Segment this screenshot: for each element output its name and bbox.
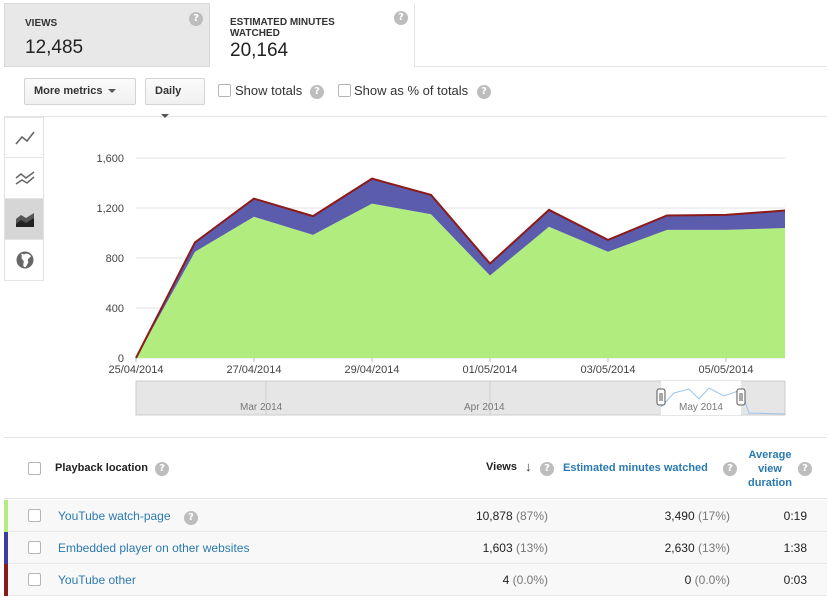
line-chart-button[interactable] — [4, 117, 44, 158]
help-icon[interactable]: ? — [394, 11, 408, 25]
x-tick-label: 25/04/2014 — [108, 364, 163, 376]
stacked-area-chart-icon — [16, 213, 34, 227]
series-color-bar — [4, 564, 8, 596]
series-line — [135, 177, 786, 359]
row-avg-duration: 0:03 — [783, 573, 807, 587]
globe-icon — [16, 251, 34, 269]
show-pct-label: Show as % of totals — [354, 83, 469, 98]
row-views: 1,603 (13%) — [483, 541, 548, 555]
stacked-area-chart-button[interactable] — [4, 199, 44, 240]
help-icon[interactable]: ? — [540, 462, 554, 476]
x-tick-label: 05/05/2014 — [698, 364, 753, 376]
series-color-bar — [4, 532, 8, 564]
navigator-label: Mar 2014 — [240, 402, 283, 413]
help-icon[interactable]: ? — [189, 12, 203, 26]
x-tick-label: 01/05/2014 — [462, 364, 517, 376]
more-metrics-button[interactable]: More metrics — [24, 78, 136, 105]
stacked-area-chart[interactable]: 0 400 800 1,200 1,600 25/04/2014 27/04/2014 29… — [44, 117, 827, 435]
minutes-value: 0 — [684, 573, 692, 587]
views-value: 10,878 — [475, 509, 513, 523]
series-area — [136, 178, 785, 358]
y-tick-label: 0 — [118, 353, 124, 365]
y-tick-label: 400 — [106, 303, 124, 315]
table-row[interactable]: YouTube watch-page ? 10,878 (87%) 3,490 … — [4, 500, 827, 532]
caret-down-icon — [161, 114, 169, 119]
col-header-views[interactable]: Views — [486, 461, 517, 473]
show-totals-label: Show totals — [235, 83, 303, 98]
table-row[interactable]: YouTube other 4 (0.0%) 0 (0.0%) 0:03 — [4, 564, 827, 596]
range-handle[interactable] — [736, 388, 746, 406]
views-value: 4 — [502, 573, 510, 587]
col-header-location[interactable]: Playback location — [55, 462, 148, 474]
chart-toolbar: More metrics Daily Show totals ? Show as… — [4, 67, 827, 119]
x-tick-label: 27/04/2014 — [226, 364, 281, 376]
y-tick-label: 1,600 — [96, 153, 124, 165]
multi-line-chart-icon — [15, 171, 35, 185]
row-checkbox[interactable] — [28, 509, 41, 522]
caret-down-icon — [108, 89, 117, 94]
interval-label: Daily — [155, 85, 182, 97]
y-tick-label: 800 — [106, 253, 124, 265]
x-tick-label: 29/04/2014 — [344, 364, 399, 376]
range-handle[interactable] — [656, 388, 666, 406]
help-icon[interactable]: ? — [155, 462, 169, 476]
row-views: 10,878 (87%) — [476, 509, 548, 523]
help-icon[interactable]: ? — [477, 85, 491, 99]
more-metrics-label: More metrics — [34, 85, 103, 97]
row-checkbox[interactable] — [28, 573, 41, 586]
row-checkbox[interactable] — [28, 541, 41, 554]
table-header: Playback location ? Views ↓ ? Estimated … — [4, 437, 827, 499]
help-icon[interactable]: ? — [310, 85, 324, 99]
show-totals-checkbox[interactable] — [218, 84, 231, 97]
row-minutes: 0 (0.0%) — [685, 573, 730, 587]
views-pct: (0.0%) — [512, 573, 548, 587]
row-location-link[interactable]: YouTube other — [58, 573, 136, 587]
views-pct: (13%) — [515, 541, 548, 555]
col-header-avg-duration[interactable]: Average view duration — [748, 449, 792, 489]
metric-tile-value: 20,164 — [230, 40, 289, 61]
minutes-pct: (0.0%) — [694, 573, 730, 587]
navigator-label: May 2014 — [679, 402, 723, 413]
row-location-link[interactable]: Embedded player on other websites — [58, 541, 250, 555]
col-header-minutes[interactable]: Estimated minutes watched — [563, 462, 708, 474]
metric-tile-value: 12,485 — [25, 37, 84, 58]
row-location-link[interactable]: YouTube watch-page — [58, 509, 171, 523]
help-icon[interactable]: ? — [184, 511, 198, 525]
navigator-series-line — [660, 387, 786, 415]
table-row[interactable]: Embedded player on other websites 1,603 … — [4, 532, 827, 564]
minutes-value: 2,630 — [664, 541, 695, 555]
row-minutes: 3,490 (17%) — [665, 509, 730, 523]
y-tick-label: 1,200 — [96, 203, 124, 215]
line-chart-icon — [15, 131, 35, 145]
multi-line-chart-button[interactable] — [4, 158, 44, 199]
metric-tile-label: ESTIMATED MINUTES WATCHED — [230, 17, 335, 39]
help-icon[interactable]: ? — [723, 462, 737, 476]
row-minutes: 2,630 (13%) — [665, 541, 730, 555]
navigator-label: Apr 2014 — [464, 402, 505, 413]
minutes-pct: (13%) — [697, 541, 730, 555]
chart-type-sidebar — [4, 117, 44, 281]
sort-down-icon[interactable]: ↓ — [525, 459, 532, 474]
row-views: 4 (0.0%) — [503, 573, 548, 587]
help-icon[interactable]: ? — [798, 462, 812, 476]
row-avg-duration: 1:38 — [783, 541, 807, 555]
minutes-pct: (17%) — [697, 509, 730, 523]
range-selection — [661, 381, 741, 415]
chart-area: 0 400 800 1,200 1,600 25/04/2014 27/04/2014 29… — [44, 117, 827, 435]
select-all-checkbox[interactable] — [28, 462, 41, 475]
metric-tiles: VIEWS 12,485 ? ESTIMATED MINUTES WATCHED… — [4, 3, 827, 67]
views-value: 1,603 — [482, 541, 513, 555]
map-view-button[interactable] — [4, 240, 44, 281]
views-pct: (87%) — [515, 509, 548, 523]
interval-dropdown[interactable]: Daily — [145, 78, 205, 119]
row-avg-duration: 0:19 — [783, 509, 807, 523]
metric-tile-minutes-watched[interactable]: ESTIMATED MINUTES WATCHED 20,164 ? — [210, 3, 415, 67]
show-pct-checkbox[interactable] — [338, 84, 351, 97]
metric-tile-views[interactable]: VIEWS 12,485 ? — [4, 3, 210, 67]
metric-tile-label: VIEWS — [25, 18, 58, 29]
series-area — [136, 203, 785, 358]
minutes-value: 3,490 — [664, 509, 695, 523]
series-color-bar — [4, 500, 8, 532]
x-tick-label: 03/05/2014 — [580, 364, 635, 376]
